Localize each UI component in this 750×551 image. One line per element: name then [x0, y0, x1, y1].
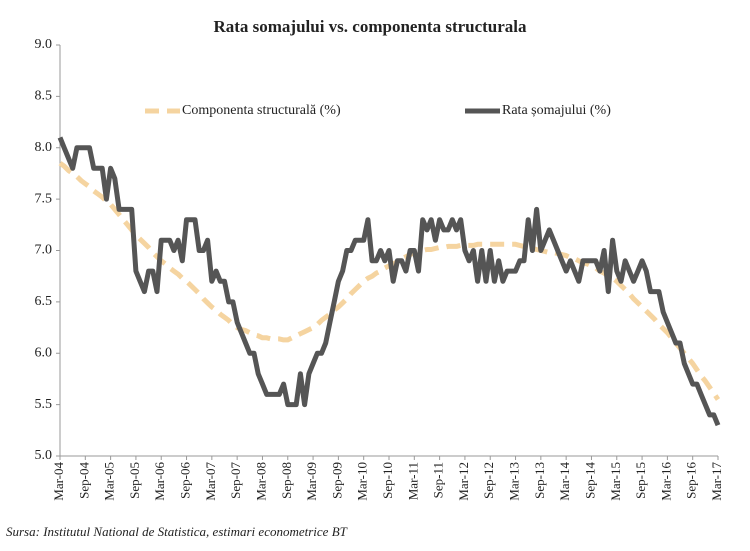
x-tick-label: Mar-16 [658, 462, 673, 501]
legend-label: Componenta structurală (%) [182, 103, 341, 118]
x-tick-label: Mar-10 [355, 462, 370, 501]
y-tick-label: 5.5 [35, 397, 53, 412]
x-tick-label: Mar-07 [203, 462, 218, 501]
x-tick-label: Mar-14 [557, 462, 572, 501]
x-tick-label: Mar-15 [608, 462, 623, 501]
y-tick-label: 8.0 [35, 140, 53, 155]
x-tick-label: Mar-12 [456, 462, 471, 501]
legend-label: Rata șomajului (%) [502, 103, 611, 118]
x-tick-label: Sep-11 [431, 462, 446, 498]
y-tick-label: 8.5 [35, 89, 53, 104]
x-tick-label: Sep-04 [76, 462, 91, 499]
x-tick-label: Mar-04 [51, 462, 66, 501]
x-tick-label: Sep-06 [178, 462, 193, 499]
x-tick-label: Sep-05 [127, 462, 142, 499]
x-tick-label: Sep-14 [582, 462, 597, 499]
y-tick-label: 6.0 [35, 345, 53, 360]
x-tick-label: Mar-09 [304, 462, 319, 501]
x-tick-label: Mar-06 [152, 462, 167, 501]
x-tick-label: Sep-08 [279, 462, 294, 499]
y-tick-label: 6.5 [35, 294, 53, 309]
x-tick-label: Mar-17 [709, 462, 724, 501]
x-tick-label: Sep-10 [380, 462, 395, 499]
x-tick-label: Sep-13 [532, 462, 547, 499]
x-tick-label: Sep-07 [228, 462, 243, 499]
x-tick-label: Mar-13 [507, 462, 522, 501]
x-tick-label: Mar-08 [253, 462, 268, 501]
y-tick-label: 7.5 [35, 191, 53, 206]
source-note: Sursa: Institutul National de Statistica… [6, 524, 348, 539]
x-tick-label: Sep-16 [684, 462, 699, 499]
x-tick-label: Sep-09 [329, 462, 344, 499]
y-tick-label: 7.0 [35, 243, 53, 258]
x-tick-label: Sep-12 [481, 462, 496, 499]
x-tick-label: Sep-15 [633, 462, 648, 499]
x-tick-label: Mar-11 [405, 462, 420, 500]
chart-title: Rata somajului vs. componenta structural… [213, 17, 527, 36]
line-series [57, 136, 721, 427]
x-tick-label: Mar-05 [102, 462, 117, 501]
y-tick-label: 5.0 [35, 448, 53, 463]
y-tick-label: 9.0 [35, 37, 53, 52]
